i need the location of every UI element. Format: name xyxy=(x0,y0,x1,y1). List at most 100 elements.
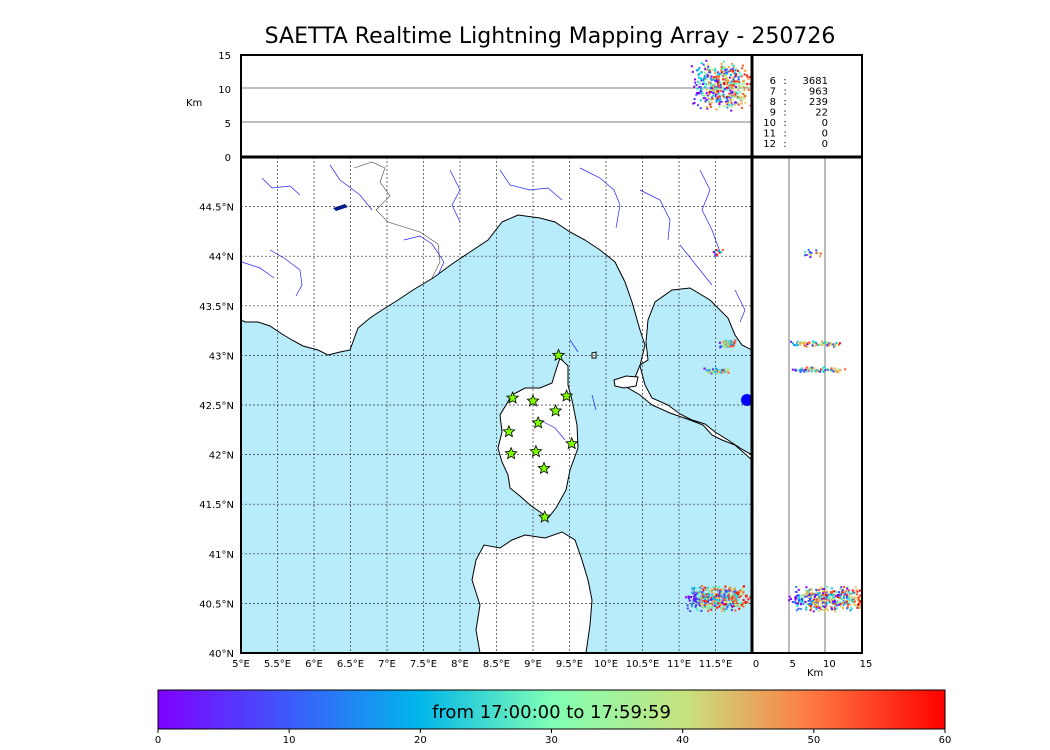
lightning-source-dot xyxy=(726,88,729,91)
latitude-tick-label: 44°N xyxy=(209,252,234,263)
lightning-source-dot xyxy=(719,88,722,91)
lightning-source-dot xyxy=(716,80,718,82)
lightning-source-dot xyxy=(717,79,720,82)
lightning-source-dot xyxy=(698,67,701,70)
right-panel-axis: 0 5 10 15 xyxy=(753,659,873,670)
lightning-source-dot xyxy=(703,78,706,81)
lightning-source-dot xyxy=(732,595,735,598)
lightning-source-dot xyxy=(699,107,702,110)
lightning-source-dot xyxy=(722,90,725,93)
station-star-icon xyxy=(559,389,574,402)
lightning-source-dot xyxy=(845,601,848,604)
lightning-source-dot xyxy=(721,369,724,371)
lightning-source-dot xyxy=(839,591,842,594)
lightning-source-dot xyxy=(805,589,808,592)
lightning-source-dot xyxy=(716,599,719,602)
lightning-source-dot xyxy=(718,602,721,605)
lightning-source-dot xyxy=(726,371,729,374)
lightning-source-dot xyxy=(732,70,735,72)
lightning-source-dot xyxy=(806,343,809,345)
lightning-source-dot xyxy=(846,607,849,610)
lightning-source-dot xyxy=(716,606,719,609)
station-number: 10 xyxy=(763,118,776,129)
lightning-source-dot xyxy=(708,605,711,608)
station-count-row: 6: 3681 xyxy=(770,76,828,87)
lightning-source-dot xyxy=(736,599,739,602)
lightning-source-dot xyxy=(831,369,833,372)
lightning-source-dot xyxy=(708,80,711,83)
lightning-source-dot xyxy=(724,369,727,371)
lightning-source-dot xyxy=(706,94,709,97)
lightning-source-dot xyxy=(721,248,724,251)
lightning-source-dot xyxy=(820,586,823,589)
lightning-source-dot xyxy=(733,104,736,107)
station-count-table: 6: 3681 7: 963 8: 239 9: 22 10: 0 11: 0 12: 0 xyxy=(763,76,828,150)
lightning-source-dot xyxy=(831,594,834,596)
lightning-source-dot xyxy=(813,595,816,598)
lightning-source-dot xyxy=(821,599,824,602)
station-star-icon xyxy=(565,436,579,450)
lightning-source-dot xyxy=(814,369,817,372)
lightning-source-dot xyxy=(806,345,809,347)
lightning-source-dot xyxy=(711,593,714,596)
lightning-source-dot xyxy=(824,605,827,608)
lightning-source-dot xyxy=(842,607,844,610)
lightning-source-dot xyxy=(850,597,853,599)
lightning-source-dot xyxy=(713,71,716,74)
lightning-source-dot xyxy=(795,609,798,612)
figure-frame xyxy=(240,54,863,654)
lightning-source-dot xyxy=(716,86,719,89)
lightning-source-dot xyxy=(815,369,818,372)
lightning-source-dot xyxy=(817,594,820,597)
lightning-source-dot xyxy=(853,596,856,599)
lightning-source-dot xyxy=(827,599,830,602)
lightning-source-dot xyxy=(834,603,837,606)
lightning-source-dot xyxy=(847,589,850,592)
lightning-source-dot xyxy=(745,85,748,88)
longitude-tick-label: 7°E xyxy=(378,659,396,670)
lightning-source-dot xyxy=(710,101,713,104)
lightning-source-dot xyxy=(729,89,732,92)
lightning-source-dot xyxy=(706,73,709,76)
longitude-tick-label: 11.5°E xyxy=(699,659,733,670)
lightning-source-dot xyxy=(731,81,734,84)
lightning-source-dot xyxy=(743,73,746,76)
lightning-source-dot xyxy=(813,340,816,343)
lightning-source-dot xyxy=(854,604,856,606)
lightning-source-dot xyxy=(788,595,791,598)
lightning-source-dot xyxy=(702,606,705,609)
lightning-source-dot xyxy=(721,589,724,592)
lightning-source-dot xyxy=(722,71,725,74)
station-star-icon xyxy=(502,424,516,438)
lightning-source-dot xyxy=(703,74,706,77)
lightning-source-dot xyxy=(805,608,808,611)
lightning-source-dot xyxy=(834,595,837,598)
lightning-source-dot xyxy=(706,600,709,603)
lightning-source-dot xyxy=(695,604,697,607)
lightning-source-dot xyxy=(822,609,825,612)
lightning-source-dot xyxy=(737,103,740,106)
lightning-source-dot xyxy=(715,87,718,90)
lightning-source-dot xyxy=(829,605,832,608)
lightning-source-dot xyxy=(729,94,731,97)
lightning-source-dot xyxy=(698,86,701,88)
lightning-source-dot xyxy=(814,594,817,596)
lightning-source-dot xyxy=(808,367,811,370)
lightning-source-dot xyxy=(700,77,702,80)
lightning-source-dot xyxy=(722,67,725,70)
lightning-source-dot xyxy=(705,59,708,62)
right-axis-tick-label: 5 xyxy=(789,659,795,670)
lightning-source-dot xyxy=(716,97,719,99)
station-number: 7 xyxy=(770,87,776,98)
lightning-source-dot xyxy=(714,588,717,591)
lightning-source-dot xyxy=(826,592,829,595)
lightning-source-dot xyxy=(725,593,728,596)
station-star-icon xyxy=(531,415,545,429)
lightning-source-dot xyxy=(866,598,868,600)
lightning-source-dot xyxy=(810,368,813,371)
lightning-source-dot xyxy=(824,599,827,602)
lightning-source-dot xyxy=(710,590,713,593)
lightning-source-dot xyxy=(727,80,730,82)
lightning-source-dot xyxy=(699,90,701,93)
lightning-source-dot xyxy=(700,596,703,599)
